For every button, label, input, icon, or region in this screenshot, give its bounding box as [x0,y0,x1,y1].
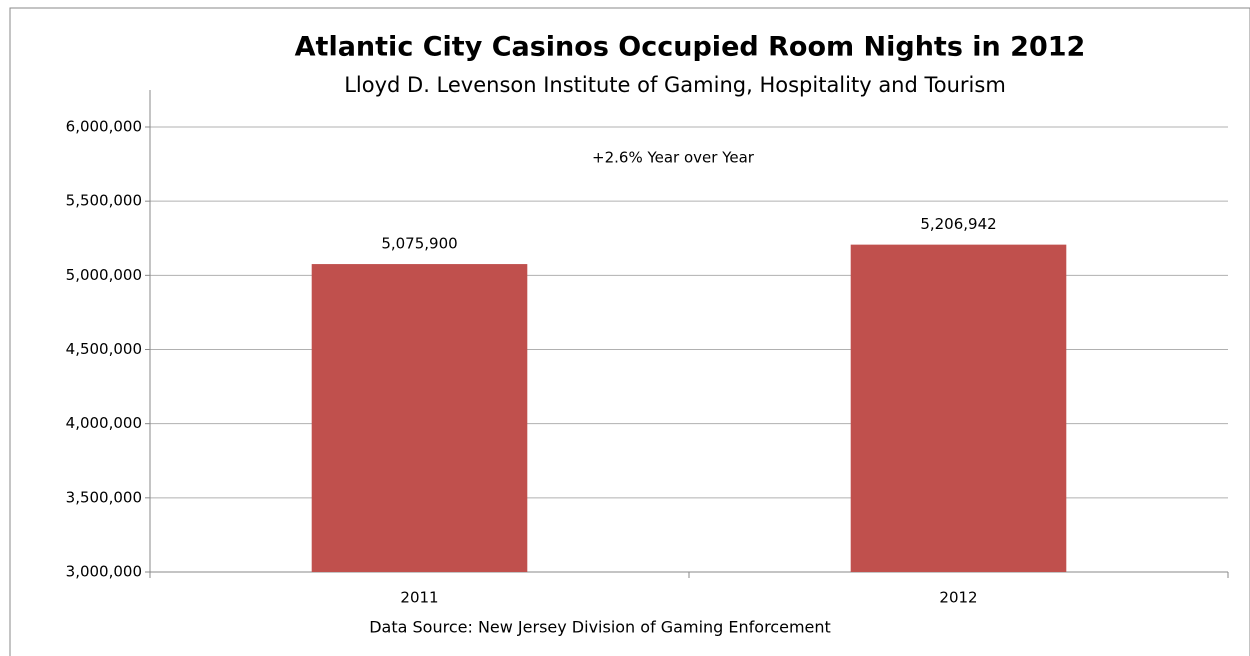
bar [311,264,528,572]
y-tick-label: 4,000,000 [66,414,142,432]
y-tick-label: 3,000,000 [66,563,142,581]
data-label: 5,206,942 [920,215,996,233]
chart-title: Atlantic City Casinos Occupied Room Nigh… [295,32,1086,63]
annotation: +2.6% Year over Year [592,149,755,167]
x-tick-label: 2012 [939,589,977,607]
source-note: Data Source: New Jersey Division of Gami… [369,618,831,637]
data-label: 5,075,900 [381,235,457,253]
chart-subtitle: Lloyd D. Levenson Institute of Gaming, H… [344,73,1006,97]
y-tick-label: 6,000,000 [66,118,142,136]
x-tick-label: 2011 [400,589,438,607]
bar [850,244,1067,572]
y-tick-label: 3,500,000 [66,488,142,506]
y-tick-label: 5,000,000 [66,266,142,284]
y-tick-label: 4,500,000 [66,340,142,358]
chart-border [9,7,1250,656]
y-tick-label: 5,500,000 [66,192,142,210]
